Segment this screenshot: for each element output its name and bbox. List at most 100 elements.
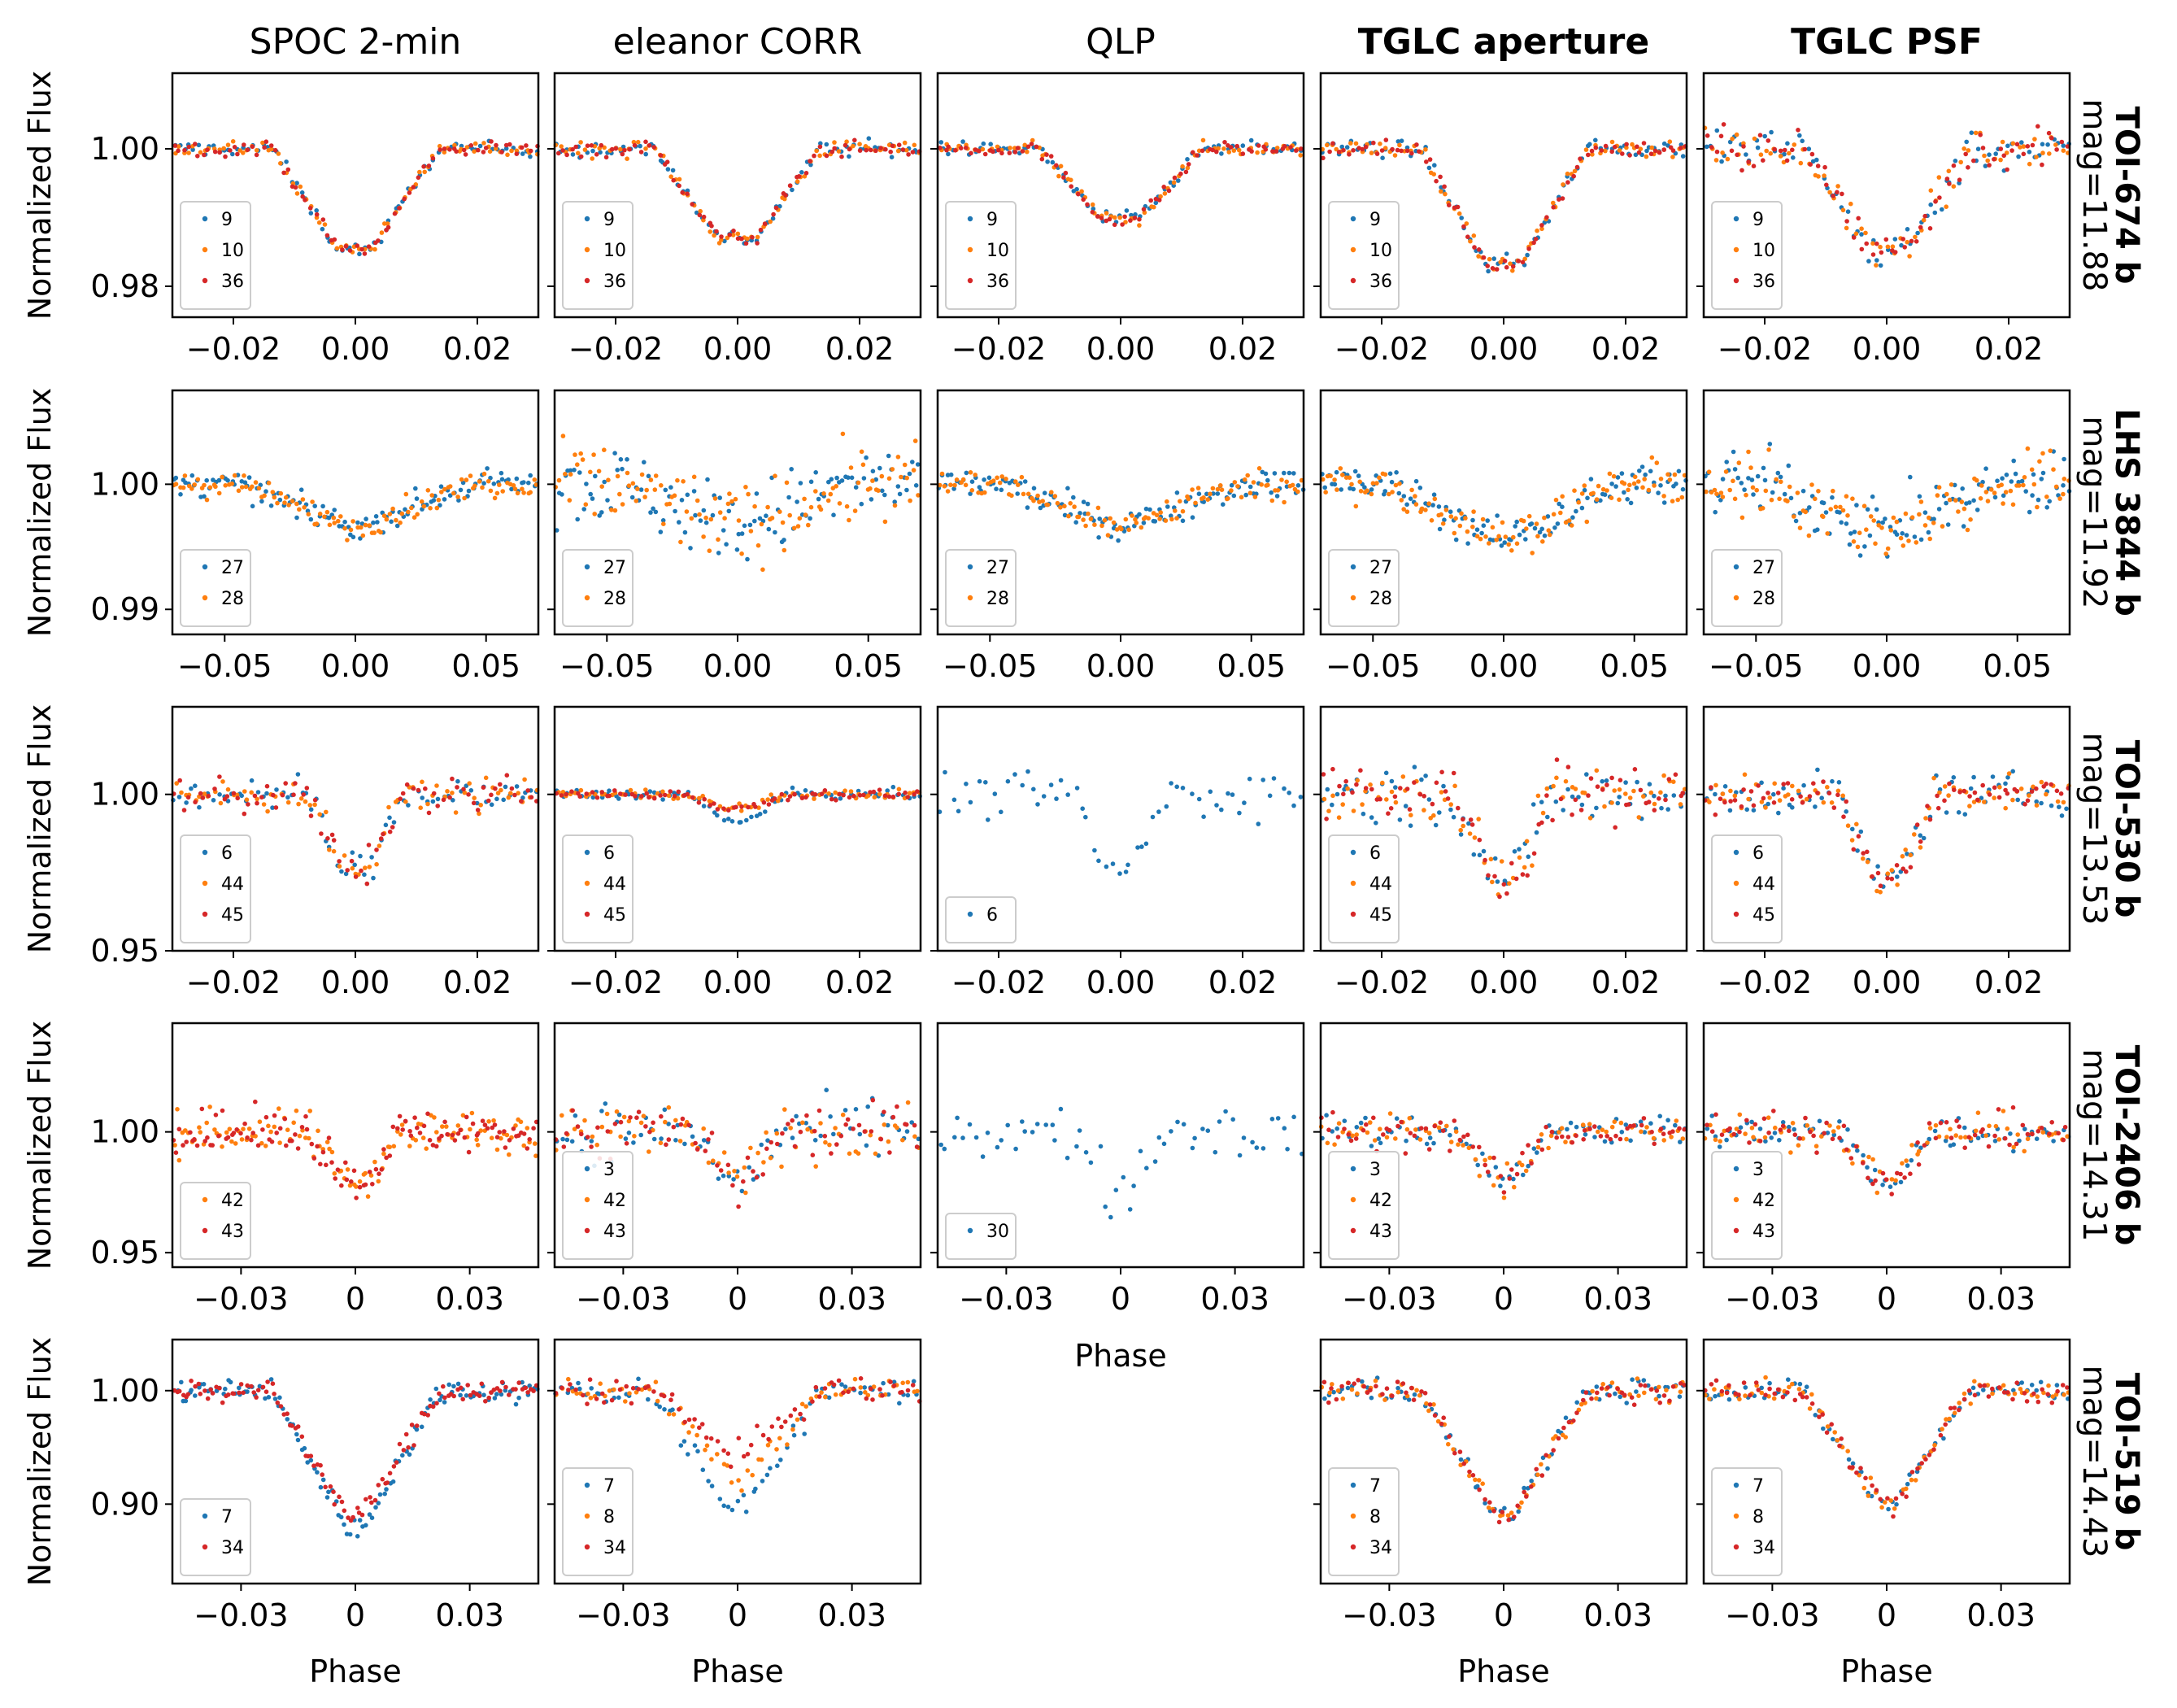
data-point [1535, 793, 1541, 799]
data-point [1603, 143, 1609, 149]
data-point [1582, 487, 1587, 493]
data-point [304, 786, 310, 791]
data-point [1636, 150, 1642, 155]
x-tick-label: 0.03 [1200, 1281, 1269, 1317]
legend-label: 36 [1369, 272, 1392, 292]
legend-label: 6 [603, 843, 615, 864]
data-point [1971, 498, 1976, 503]
data-point [851, 793, 856, 799]
data-point [373, 514, 379, 519]
data-point [389, 519, 394, 525]
data-point [1458, 827, 1463, 833]
data-point [838, 1133, 844, 1139]
data-point [858, 1390, 863, 1396]
data-point [1369, 491, 1374, 497]
data-point [1157, 516, 1162, 521]
data-point [1137, 216, 1142, 222]
data-point [1325, 142, 1330, 148]
x-tick-label: 0.02 [1975, 331, 2044, 367]
data-point [302, 505, 307, 510]
data-point [1555, 521, 1561, 526]
data-point [503, 146, 509, 151]
data-point [834, 1142, 839, 1147]
data-point [953, 148, 958, 153]
data-point [173, 1150, 179, 1155]
data-point [504, 1132, 510, 1138]
data-point [2040, 470, 2046, 476]
data-point [2047, 1131, 2052, 1136]
data-point [1609, 139, 1615, 145]
data-point [412, 1115, 417, 1120]
data-point [1174, 490, 1180, 495]
data-point [1085, 501, 1091, 507]
data-point [1143, 506, 1149, 512]
data-point [1901, 237, 1905, 242]
data-point [721, 806, 726, 811]
data-point [570, 1108, 575, 1113]
data-point [188, 1130, 193, 1135]
data-point [1646, 800, 1652, 804]
data-point [1905, 239, 1909, 245]
data-point [633, 794, 638, 799]
data-point [195, 477, 201, 482]
data-point [1165, 499, 1169, 504]
data-point [1579, 505, 1585, 511]
data-point [673, 1138, 678, 1143]
data-point [2003, 781, 2008, 786]
data-point [1467, 831, 1473, 836]
data-point [1728, 788, 1733, 794]
data-point [294, 191, 300, 196]
data-point [1751, 492, 1756, 497]
x-tick-label: −0.02 [568, 331, 663, 367]
data-point [407, 1452, 412, 1457]
data-point [1554, 757, 1560, 762]
data-points [554, 784, 922, 825]
data-point [857, 793, 863, 798]
data-point [604, 1111, 610, 1117]
data-point [363, 1170, 368, 1176]
data-point [1975, 797, 1980, 803]
data-point [1895, 874, 1900, 879]
data-point [196, 1381, 202, 1387]
data-point [1219, 807, 1224, 813]
data-point [434, 505, 440, 511]
data-point [1947, 781, 1952, 786]
x-tick-label: 0.05 [1600, 648, 1669, 684]
data-point [276, 1106, 281, 1111]
data-point [973, 473, 977, 477]
data-point [1652, 483, 1657, 488]
data-point [1892, 250, 1898, 255]
data-point [272, 1113, 277, 1118]
data-point [1479, 530, 1484, 536]
data-point [1793, 518, 1799, 524]
data-point [394, 517, 398, 523]
data-point [307, 1109, 313, 1113]
data-point [278, 490, 284, 496]
data-point [973, 1135, 979, 1140]
data-point [298, 184, 303, 190]
data-point [590, 496, 595, 501]
data-point [1947, 497, 1953, 503]
data-point [1539, 526, 1544, 532]
data-point [816, 496, 821, 502]
data-point [2029, 789, 2035, 794]
data-point [1909, 515, 1915, 520]
data-point [1837, 510, 1842, 515]
data-point [668, 789, 673, 794]
data-point [1609, 149, 1614, 155]
x-tick-label: 0.00 [1853, 648, 1922, 684]
data-point [748, 529, 754, 534]
data-point [1903, 511, 1909, 516]
legend-label: 43 [603, 1222, 626, 1242]
data-point [623, 792, 628, 797]
data-point [216, 477, 222, 483]
data-point [1525, 873, 1530, 878]
data-point [1974, 477, 1979, 483]
data-point [483, 1399, 488, 1404]
data-point [876, 488, 881, 493]
data-point [1613, 1133, 1618, 1139]
data-point [350, 865, 355, 871]
data-point [1284, 479, 1289, 485]
data-point [1837, 1119, 1842, 1124]
